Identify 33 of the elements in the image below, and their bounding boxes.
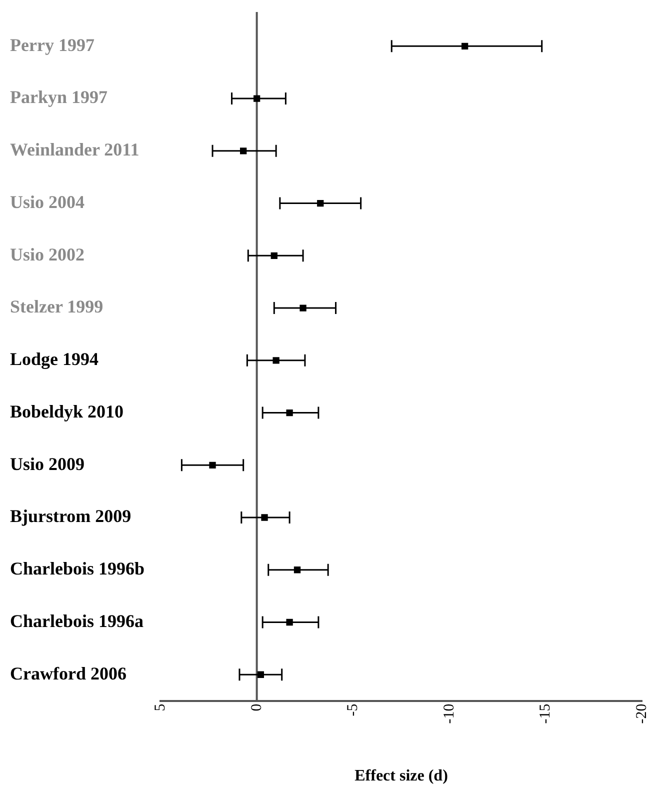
point <box>261 514 268 521</box>
point <box>253 95 260 102</box>
y-tick-label: Usio 2002 <box>10 244 85 264</box>
x-tick-label: -15 <box>538 704 554 724</box>
y-tick-label: Usio 2009 <box>10 454 85 474</box>
x-tick-label: -10 <box>441 704 458 724</box>
y-tick-label: Crawford 2006 <box>10 663 126 684</box>
point <box>240 148 247 154</box>
x-axis-title: Effect size (d) <box>354 768 448 785</box>
point <box>272 357 280 364</box>
y-tick-label: Lodge 1994 <box>10 349 99 370</box>
point <box>286 409 293 416</box>
y-tick-label: Usio 2004 <box>10 192 85 212</box>
y-tick-label: Parkyn 1997 <box>10 87 108 108</box>
point <box>300 304 306 312</box>
point <box>294 566 301 574</box>
x-tick-label: 0 <box>248 704 265 712</box>
point <box>317 200 324 207</box>
y-tick-label: Charlebois 1996b <box>10 558 145 579</box>
y-tick-label: Bobeldyk 2010 <box>10 401 124 422</box>
point <box>270 252 278 259</box>
point <box>286 618 293 626</box>
point <box>209 462 216 468</box>
y-tick-label: Charlebois 1996a <box>10 610 144 631</box>
x-tick-label: -20 <box>634 704 650 724</box>
x-tick-label: -5 <box>345 704 362 716</box>
point <box>257 671 264 678</box>
y-tick-label: Weinlander 2011 <box>10 140 140 160</box>
x-tick-label: 5 <box>152 704 168 712</box>
y-tick-label: Bjurstrom 2009 <box>10 506 132 526</box>
y-tick-label: Perry 1997 <box>10 34 94 55</box>
point <box>461 42 468 50</box>
y-tick-label: Stelzer 1999 <box>10 296 104 317</box>
